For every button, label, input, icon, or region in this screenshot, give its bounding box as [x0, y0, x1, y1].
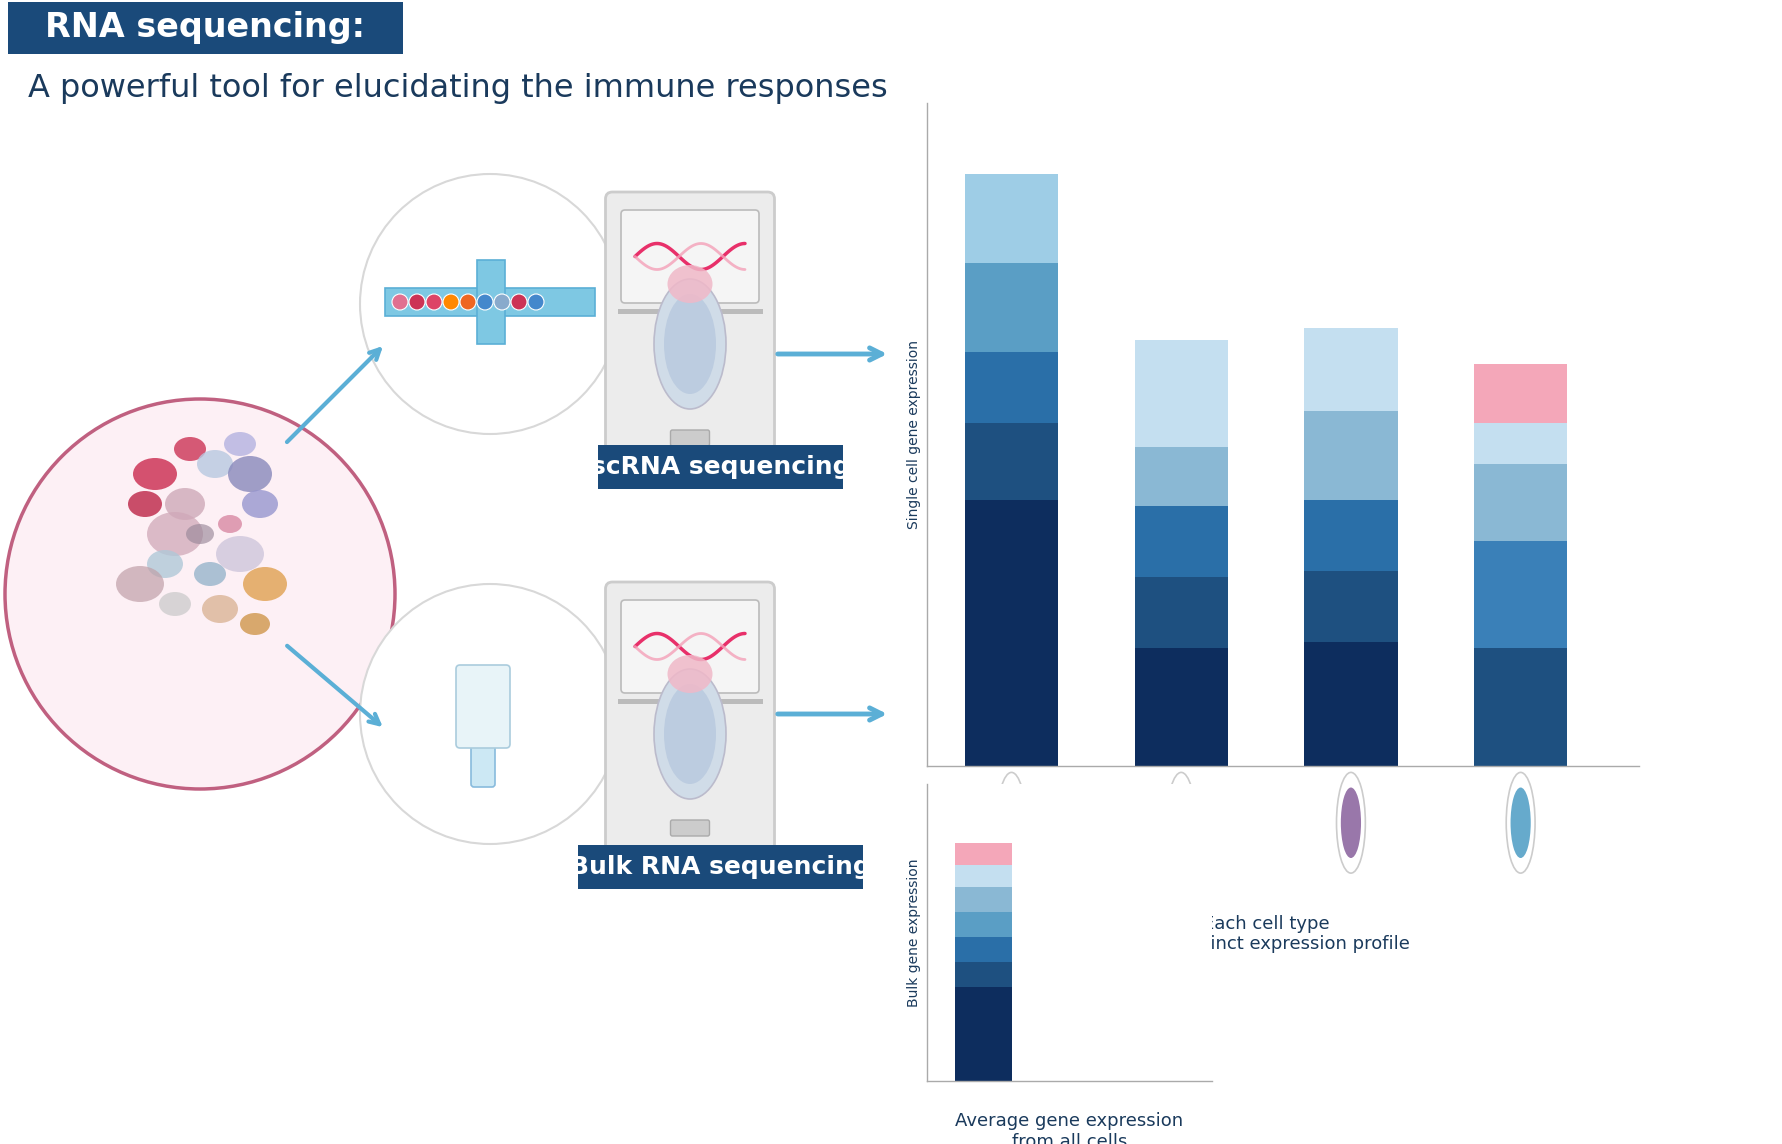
Bar	[955, 887, 1012, 912]
Circle shape	[444, 294, 460, 310]
FancyBboxPatch shape	[385, 288, 595, 316]
Circle shape	[1171, 787, 1192, 858]
Circle shape	[360, 583, 620, 844]
Ellipse shape	[166, 488, 205, 521]
Circle shape	[1511, 787, 1531, 858]
Text: Each cell type
has a distinct expression profile: Each cell type has a distinct expression…	[1123, 914, 1410, 953]
Circle shape	[460, 294, 476, 310]
Ellipse shape	[185, 524, 214, 545]
Text: RNA sequencing:: RNA sequencing:	[45, 11, 365, 45]
Text: Average gene expression
from all cells: Average gene expression from all cells	[955, 1112, 1183, 1144]
Circle shape	[1506, 772, 1534, 873]
FancyBboxPatch shape	[599, 445, 843, 488]
Bar	[964, 263, 1059, 352]
Ellipse shape	[241, 613, 271, 635]
Circle shape	[527, 294, 544, 310]
Ellipse shape	[216, 537, 264, 572]
Bar	[955, 937, 1012, 962]
Text: scRNA sequencing: scRNA sequencing	[592, 455, 850, 479]
FancyBboxPatch shape	[606, 582, 775, 866]
Ellipse shape	[201, 595, 239, 623]
Bar	[1304, 571, 1397, 642]
FancyBboxPatch shape	[670, 430, 709, 446]
Ellipse shape	[198, 450, 233, 478]
Ellipse shape	[665, 294, 716, 394]
FancyBboxPatch shape	[670, 820, 709, 836]
Bar	[955, 843, 1012, 865]
Y-axis label: Bulk gene expression: Bulk gene expression	[907, 858, 921, 1007]
FancyBboxPatch shape	[606, 192, 775, 476]
FancyBboxPatch shape	[478, 260, 504, 344]
Ellipse shape	[668, 656, 713, 693]
Circle shape	[410, 294, 424, 310]
Ellipse shape	[242, 567, 287, 601]
Bar	[1474, 364, 1568, 423]
Ellipse shape	[665, 684, 716, 784]
Ellipse shape	[134, 458, 176, 490]
Circle shape	[1340, 787, 1361, 858]
Ellipse shape	[225, 432, 257, 456]
Circle shape	[5, 399, 396, 789]
Bar	[1474, 423, 1568, 464]
Circle shape	[478, 294, 494, 310]
Circle shape	[1001, 787, 1021, 858]
Bar	[1474, 541, 1568, 648]
Bar	[964, 352, 1059, 423]
FancyBboxPatch shape	[7, 2, 403, 54]
Bar	[1304, 642, 1397, 766]
Ellipse shape	[242, 490, 278, 518]
Bar	[955, 912, 1012, 937]
Ellipse shape	[217, 515, 242, 533]
Ellipse shape	[146, 513, 203, 556]
Bar	[1304, 500, 1397, 571]
Circle shape	[1167, 772, 1196, 873]
Bar	[1304, 411, 1397, 500]
Bar	[964, 174, 1059, 263]
FancyBboxPatch shape	[618, 309, 763, 313]
Y-axis label: Single cell gene expression: Single cell gene expression	[907, 340, 921, 530]
Bar	[964, 423, 1059, 500]
Bar	[1304, 328, 1397, 411]
FancyBboxPatch shape	[456, 665, 510, 748]
Bar	[1135, 648, 1228, 766]
Circle shape	[360, 174, 620, 434]
Ellipse shape	[654, 279, 725, 410]
Ellipse shape	[116, 566, 164, 602]
Circle shape	[392, 294, 408, 310]
Bar	[1135, 340, 1228, 446]
Ellipse shape	[228, 456, 273, 492]
Circle shape	[998, 772, 1026, 873]
FancyBboxPatch shape	[470, 726, 495, 787]
Circle shape	[494, 294, 510, 310]
Circle shape	[426, 294, 442, 310]
Ellipse shape	[128, 491, 162, 517]
Bar	[1474, 464, 1568, 541]
Ellipse shape	[159, 591, 191, 615]
FancyBboxPatch shape	[618, 699, 763, 704]
Circle shape	[511, 294, 527, 310]
Bar	[1135, 506, 1228, 577]
FancyBboxPatch shape	[620, 599, 759, 693]
FancyBboxPatch shape	[577, 845, 862, 889]
Bar	[955, 865, 1012, 887]
Bar	[1135, 577, 1228, 648]
Bar	[964, 500, 1059, 766]
Ellipse shape	[654, 669, 725, 799]
FancyBboxPatch shape	[620, 210, 759, 303]
Ellipse shape	[668, 265, 713, 303]
Bar	[1135, 446, 1228, 506]
Bar	[955, 962, 1012, 987]
Ellipse shape	[175, 437, 207, 461]
Ellipse shape	[146, 550, 184, 578]
Bar	[1474, 648, 1568, 766]
Bar	[955, 987, 1012, 1081]
Circle shape	[1336, 772, 1365, 873]
Ellipse shape	[194, 562, 226, 586]
Text: Bulk RNA sequencing: Bulk RNA sequencing	[570, 855, 871, 879]
Text: A powerful tool for elucidating the immune responses: A powerful tool for elucidating the immu…	[29, 73, 887, 104]
